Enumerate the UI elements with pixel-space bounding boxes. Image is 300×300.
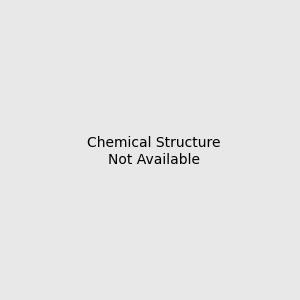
Text: Chemical Structure
Not Available: Chemical Structure Not Available — [87, 136, 220, 166]
